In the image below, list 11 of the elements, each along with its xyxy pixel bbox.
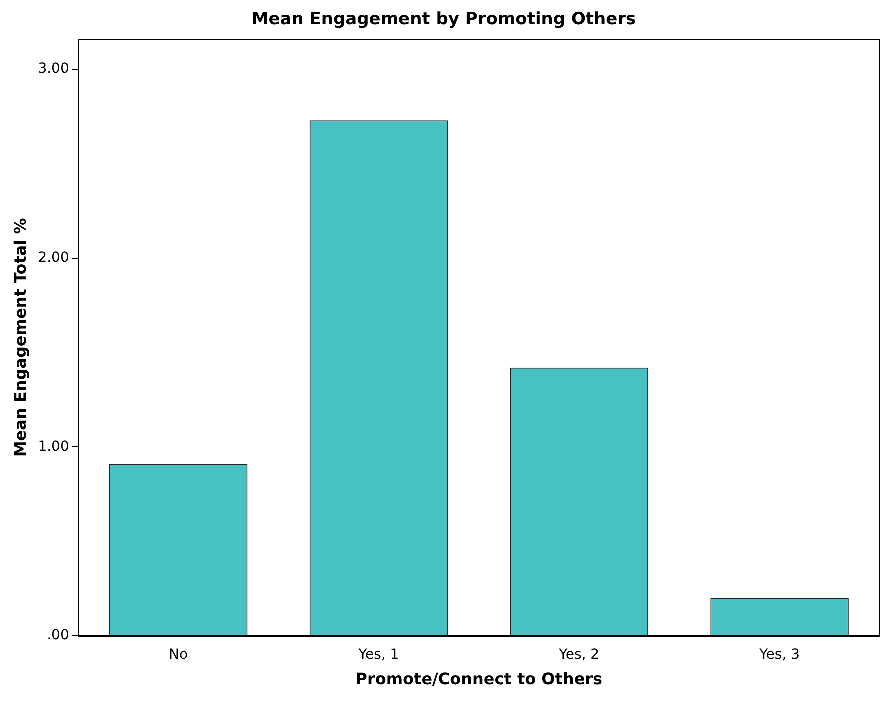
x-tick-label: Yes, 2 (558, 647, 600, 664)
y-axis-title: Mean Engagement Total % (10, 218, 30, 458)
x-tick-label: Yes, 3 (758, 647, 800, 664)
y-tick-label: 3.00 (38, 61, 70, 78)
chart-title: Mean Engagement by Promoting Others (252, 10, 636, 30)
y-tick-label: 2.00 (38, 250, 70, 266)
x-axis-title: Promote/Connect to Others (356, 670, 603, 689)
y-tick-label: 1.00 (38, 438, 70, 455)
y-tick-label: .00 (47, 628, 70, 644)
x-tick-label: Yes, 1 (358, 647, 400, 664)
x-tick-label: No (169, 647, 188, 664)
